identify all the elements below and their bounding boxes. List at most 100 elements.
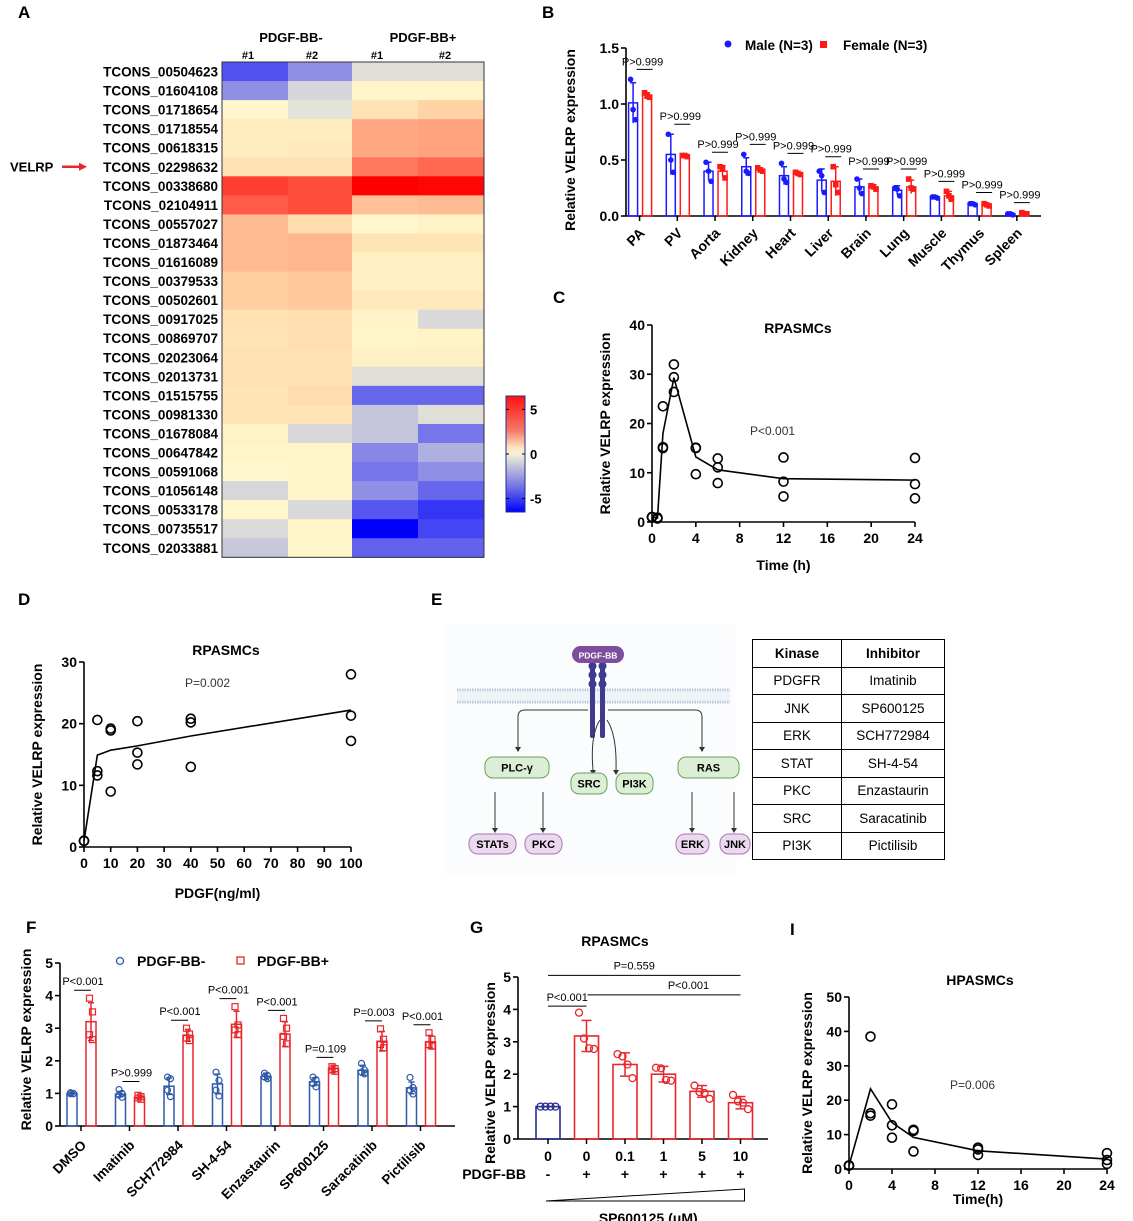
data-point — [78, 835, 90, 847]
heatmap-cell — [288, 233, 353, 253]
kinase-cell: ERK — [752, 721, 842, 750]
pathway-diagram: PDGF-BB PLC-γ SRC PI3K RAS STATs PKC ERK JNK — [445, 625, 751, 875]
p-value-annotation: P>0.999 — [697, 139, 738, 151]
heatmap-cell — [418, 252, 485, 273]
x-tick-label: 10 — [103, 855, 119, 871]
mean-line — [848, 1086, 1108, 1166]
pdgf-sign: + — [736, 1166, 744, 1182]
heatmap-cell — [418, 519, 485, 539]
heatmap-cell — [222, 538, 289, 558]
x-tick-label: Pictilisib — [379, 1138, 429, 1188]
table-row: PI3K Pictilisib — [752, 831, 945, 860]
data-point — [360, 1070, 369, 1078]
inhibitor-cell: Pictilisib — [841, 831, 945, 860]
y-tick-label: 40 — [826, 1023, 842, 1039]
colorbar-tick-label: 0 — [530, 447, 537, 462]
legend-label-pdgf-minus: PDGF-BB- — [137, 953, 206, 969]
heatmap-cell — [222, 176, 289, 196]
data-point — [690, 1081, 699, 1090]
p-value-annotation: P>0.999 — [924, 168, 965, 180]
heatmap-cell — [222, 271, 289, 292]
y-tick-label: 5 — [45, 955, 53, 971]
data-point — [657, 400, 669, 412]
table-row: STAT SH-4-54 — [752, 749, 945, 778]
data-point — [345, 669, 357, 680]
heatmap-cell — [288, 309, 353, 330]
data-point — [623, 1060, 632, 1069]
kinase-cell: PDGFR — [752, 666, 842, 695]
data-point — [409, 1090, 417, 1098]
x-tick-label: 70 — [263, 855, 279, 871]
data-point — [406, 1073, 414, 1082]
legend-marker-pdgf-plus — [236, 956, 245, 965]
x-tick-label: 0 — [845, 1177, 853, 1193]
heatmap-cell — [352, 328, 419, 349]
row-label: TCONS_01616089 — [103, 255, 218, 270]
pathway-node-label: ERK — [681, 839, 704, 851]
x-tick-label: 100 — [339, 855, 363, 871]
ligand-badge: PDGF-BB — [572, 646, 624, 663]
x-tick-label: 10 — [733, 1148, 749, 1164]
legend-label-male: Male (N=3) — [745, 38, 813, 53]
bar — [279, 1033, 291, 1127]
data-point — [909, 493, 921, 504]
data-point — [646, 94, 653, 101]
sample-label: #2 — [439, 50, 451, 62]
p-value-annotation: P>0.999 — [622, 56, 663, 68]
data-point — [282, 1040, 291, 1048]
data-point — [1024, 210, 1030, 217]
x-tick-label: PA — [623, 225, 647, 249]
heatmap-cell — [352, 157, 419, 177]
data-point — [886, 1099, 898, 1110]
heatmap-cell — [288, 481, 353, 501]
data-point — [705, 1094, 714, 1103]
data-point — [738, 1098, 748, 1107]
heatmap-cell — [418, 100, 485, 120]
y-tick-label: 20 — [61, 716, 77, 732]
data-point — [88, 1008, 97, 1016]
data-point — [778, 160, 785, 167]
data-point — [166, 1093, 175, 1101]
data-point — [234, 1031, 242, 1039]
data-point — [905, 176, 912, 182]
heatmap-cell — [288, 176, 353, 196]
heatmap-cell — [352, 252, 419, 273]
bar — [357, 1069, 369, 1127]
heatmap-cell — [418, 500, 485, 520]
heatmap-cell — [418, 385, 485, 406]
p-value-annotation: P=0.559 — [614, 960, 655, 972]
data-point — [745, 170, 752, 177]
pathway-node-label: PLC-γ — [501, 763, 534, 775]
x-axis-label: Time (h) — [756, 557, 810, 573]
heatmap-cell — [418, 309, 485, 330]
data-point — [712, 462, 724, 473]
p-value-annotation: P=0.006 — [950, 1078, 995, 1092]
ligand-label: PDGF-BB — [579, 651, 618, 661]
pathway-node-pkc — [524, 833, 563, 855]
pdgf-row-label: PDGF-BB — [462, 1166, 526, 1182]
data-point — [88, 1036, 97, 1044]
panel-label-c: C — [553, 288, 566, 307]
bar — [641, 94, 653, 217]
heatmap-cell — [222, 328, 289, 349]
data-point — [282, 1024, 291, 1032]
heatmap-cell — [288, 404, 353, 425]
y-tick-label: 1 — [45, 1085, 53, 1101]
y-tick-label: 10 — [61, 777, 77, 793]
sample-label: #1 — [242, 50, 254, 62]
heatmap-cell — [222, 309, 289, 330]
heatmap-border — [221, 61, 485, 558]
p-value-annotation: P>0.999 — [111, 1067, 152, 1079]
data-point — [137, 1095, 145, 1103]
data-point — [613, 1049, 622, 1059]
heatmap-cell — [418, 233, 485, 253]
data-point — [212, 1086, 220, 1094]
data-point — [185, 713, 197, 725]
table-row: JNK SP600125 — [752, 694, 945, 723]
chart-rpasmc-dose-response: RPASMCs 0 10 20 30 0 10 20 30 40 50 60 70 80 90 100 PDGF… — [29, 642, 363, 901]
data-point — [546, 1102, 555, 1111]
p-value-annotation: P=0.003 — [353, 1007, 394, 1019]
heatmap-cell — [288, 500, 353, 520]
row-label: TCONS_02013731 — [103, 369, 218, 384]
p-value-annotation: P<0.001 — [159, 1006, 200, 1018]
